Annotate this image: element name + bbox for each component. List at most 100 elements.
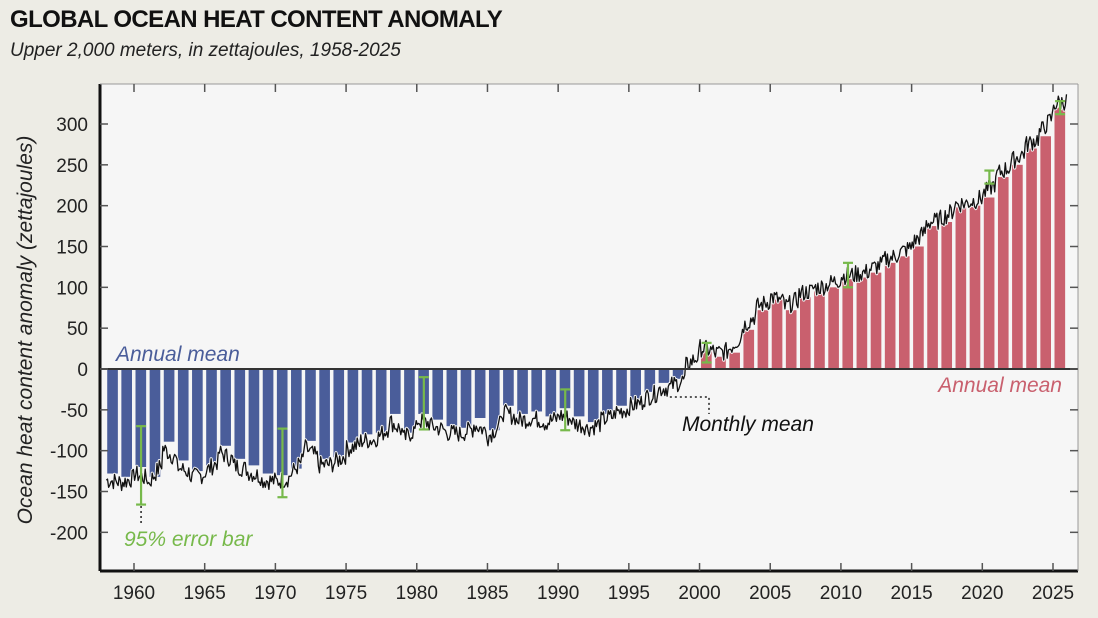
annual-mean-label-positive: Annual mean (936, 374, 1062, 397)
error-bar (701, 341, 712, 364)
annual-bar (517, 369, 528, 414)
annual-bar (446, 369, 458, 427)
annual-bar (870, 272, 882, 369)
annual-bar (602, 369, 613, 414)
annual-bar (884, 262, 896, 369)
annual-bar (814, 291, 825, 369)
x-tick-label: 2000 (678, 583, 720, 604)
annual-bar (969, 205, 981, 369)
annual-bar (276, 369, 288, 476)
annual-bar (658, 369, 670, 383)
monthly-mean-line (105, 94, 1069, 493)
error-bar (277, 427, 288, 499)
annual-bar (927, 226, 938, 369)
x-tick-label: 1975 (325, 583, 367, 604)
annual-bar (135, 369, 147, 467)
y-axis-label: Ocean heat content anomaly (zettajoules) (14, 136, 37, 525)
annual-bar (715, 356, 726, 369)
error-bars (136, 100, 1066, 506)
x-tick-label: 1995 (608, 583, 650, 604)
y-tick-label: -50 (61, 401, 88, 422)
y-tick-label: 200 (56, 197, 88, 218)
annual-bar (672, 369, 684, 379)
annual-bar (177, 369, 189, 461)
annual-bar (997, 177, 1009, 369)
annual-bar (206, 369, 217, 466)
x-ticks: 1960 1965 1970 1975 1980 1985 1990 1995 2000 2005… (113, 84, 1074, 604)
annual-bar (220, 369, 231, 446)
annual-bar (474, 369, 486, 418)
annual-bars (107, 107, 1066, 477)
y-tick-label: -150 (50, 483, 88, 504)
annual-bar (644, 369, 656, 392)
monthly-line (105, 94, 1068, 492)
annual-bar (389, 369, 401, 414)
monthly-mean-label: Monthly mean (682, 413, 814, 436)
annual-bar (913, 246, 924, 369)
annual-bar (1012, 164, 1023, 369)
annual-bar (503, 369, 514, 406)
x-tick-label: 1985 (466, 583, 508, 604)
annual-bar (488, 369, 500, 431)
y-tick-label: 150 (56, 238, 88, 259)
error-bar (1055, 100, 1066, 116)
annual-bar (1054, 107, 1066, 370)
annual-bar (743, 329, 755, 369)
annual-bar (234, 369, 246, 459)
y-tick-label: -100 (50, 442, 88, 463)
annual-bar (460, 369, 472, 428)
annual-bar (149, 369, 161, 477)
annual-bar (856, 277, 868, 369)
x-tick-label: 2010 (820, 583, 862, 604)
annual-bar (898, 256, 910, 369)
annual-bar (163, 369, 175, 442)
y-tick-label: 0 (77, 360, 88, 381)
annual-bar (828, 287, 839, 369)
annual-bar (192, 369, 203, 472)
annotation-leaders (140, 396, 710, 525)
chart-subtitle: Upper 2,000 meters, in zettajoules, 1958… (10, 40, 401, 61)
annual-bar (361, 369, 373, 435)
y-tick-label: 250 (56, 156, 88, 177)
x-tick-label: 1965 (184, 583, 226, 604)
annual-bar (375, 369, 387, 433)
y-tick-label: 100 (56, 278, 88, 299)
annual-bar (432, 369, 444, 420)
annual-mean-label-negative: Annual mean (114, 343, 240, 366)
annual-bar (616, 369, 627, 406)
error-bar (984, 169, 995, 185)
chart-title: GLOBAL OCEAN HEAT CONTENT ANOMALY (10, 6, 503, 33)
annual-bar (587, 369, 599, 423)
annual-bar (404, 369, 415, 433)
x-tick-label: 1990 (537, 583, 579, 604)
x-tick-label: 2005 (749, 583, 791, 604)
annual-bar (630, 369, 641, 401)
annual-bar (291, 369, 302, 469)
x-tick-label: 2020 (961, 583, 1003, 604)
annual-bar (573, 369, 585, 417)
annual-bar (333, 369, 345, 458)
annual-bar (319, 369, 330, 459)
annual-bar (757, 310, 769, 369)
annual-bar (305, 369, 316, 441)
annual-bar (941, 222, 953, 369)
error-bar (560, 388, 571, 432)
annual-bar (121, 369, 132, 477)
x-tick-label: 1980 (396, 583, 438, 604)
annual-bar (545, 369, 557, 417)
annual-bar (785, 310, 797, 369)
annual-bar (347, 369, 359, 443)
annual-bar (842, 279, 854, 369)
annual-bar (729, 352, 740, 369)
annual-bar (771, 299, 783, 369)
annual-bar (248, 369, 260, 466)
error-bar (418, 376, 429, 431)
y-ticks: 300 250 200 150 100 50 0 -50 -100 -150 -200 (50, 115, 1078, 544)
y-tick-label: 300 (56, 115, 88, 136)
annual-bar (531, 369, 543, 412)
annual-bar (983, 197, 995, 369)
error-bar-label: 95% error bar (124, 528, 253, 551)
error-bar (842, 261, 853, 289)
x-tick-label: 1960 (113, 583, 155, 604)
monthly-leader (669, 396, 710, 414)
